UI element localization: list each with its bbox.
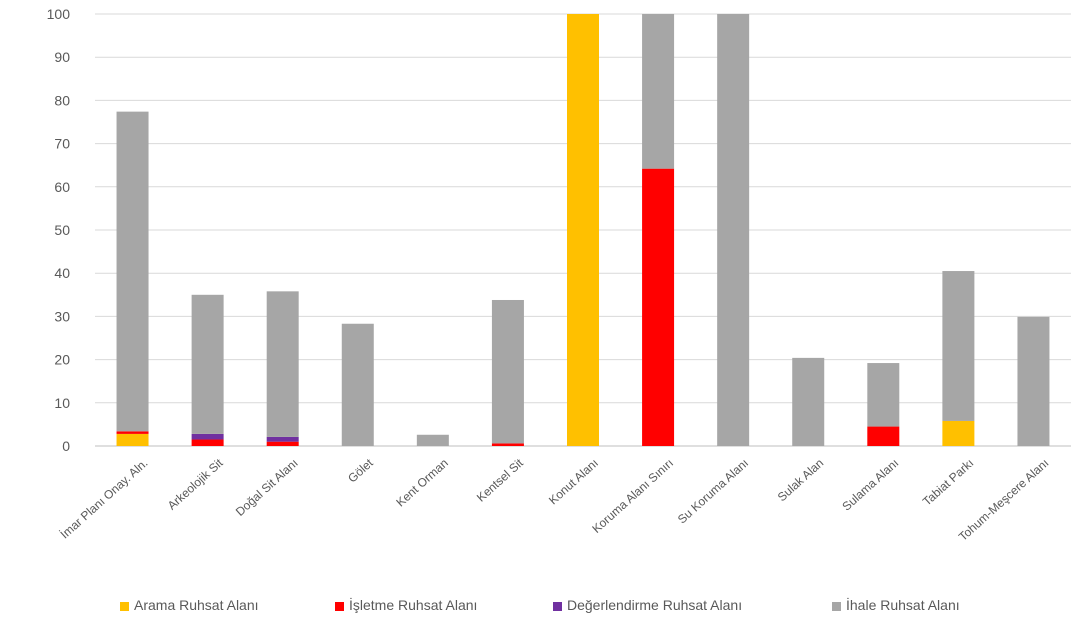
legend-swatch-isletme — [335, 602, 344, 611]
x-tick-label: Sulama Alanı — [839, 456, 901, 514]
y-axis: 0 10 20 30 40 50 60 70 80 90 100 — [47, 6, 71, 454]
legend-swatch-arama — [120, 602, 129, 611]
bar-segment — [491, 299, 524, 444]
bar-segment — [1017, 316, 1050, 446]
x-tick-label: Doğal Sit Alanı — [233, 456, 301, 519]
legend-item-isletme: İşletme Ruhsat Alanı — [335, 598, 479, 612]
bar-segment — [642, 14, 675, 169]
bar-segment — [867, 363, 900, 427]
bar-segment — [116, 431, 149, 434]
stacked-bar-chart: 0 10 20 30 40 50 60 70 80 90 100 İmar Planı Onay. … — [47, 6, 1071, 544]
y-tick-label: 20 — [54, 352, 70, 368]
x-tick-label: Kent Orman — [393, 456, 450, 510]
bar-segment — [567, 14, 599, 446]
bar-segment — [116, 433, 149, 446]
bar-segment — [416, 434, 449, 446]
legend-item-arama: Arama Ruhsat Alanı — [120, 598, 264, 612]
bar-segment — [942, 420, 975, 446]
x-axis: İmar Planı Onay. Aln. Arkeolojik Sit Doğal… — [58, 455, 1052, 544]
legend-label-ihale: İhale Ruhsat Alanı — [846, 597, 960, 613]
bar-segment — [266, 291, 299, 437]
legend-swatch-ihale — [832, 602, 841, 611]
bar-segment — [341, 323, 374, 446]
bar-segment — [491, 443, 524, 446]
bar-segment — [717, 14, 750, 446]
y-tick-label: 80 — [54, 92, 70, 108]
bar-segment — [191, 433, 224, 440]
bar-segment — [266, 436, 299, 442]
y-tick-label: 100 — [47, 6, 71, 22]
y-tick-label: 60 — [54, 179, 70, 195]
legend-label-degerlendirme: Değerlendirme Ruhsat Alanı — [567, 597, 743, 613]
legend-item-degerlendirme: Değerlendirme Ruhsat Alanı — [553, 598, 767, 612]
legend-swatch-degerlendirme — [553, 602, 562, 611]
y-tick-label: 10 — [54, 395, 70, 411]
bar-segment — [942, 271, 975, 421]
legend-label-isletme: İşletme Ruhsat Alanı — [349, 597, 478, 613]
y-tick-label: 90 — [54, 49, 70, 65]
x-tick-label: İmar Planı Onay. Aln. — [58, 456, 151, 542]
x-tick-label: Tabiat Parkı — [920, 456, 976, 509]
bars — [116, 14, 1050, 446]
legend: Arama Ruhsat Alanı İşletme Ruhsat Alanı … — [0, 598, 1083, 638]
x-tick-label: Koruma Alanı Sınırı — [589, 456, 676, 536]
bar-segment — [116, 111, 149, 432]
bar-segment — [191, 294, 224, 434]
y-tick-label: 0 — [62, 438, 70, 454]
x-tick-label: Kentsel Sit — [474, 455, 526, 504]
bar-segment — [867, 426, 900, 446]
y-tick-label: 30 — [54, 308, 70, 324]
legend-label-arama: Arama Ruhsat Alanı — [134, 597, 259, 613]
x-tick-label: Su Koruma Alanı — [675, 456, 751, 527]
bar-segment — [266, 441, 299, 446]
legend-item-ihale: İhale Ruhsat Alanı — [832, 598, 976, 612]
x-tick-label: Sulak Alan — [775, 456, 827, 504]
y-tick-label: 40 — [54, 265, 70, 281]
bar-segment — [191, 439, 224, 446]
x-tick-label: Gölet — [345, 455, 376, 485]
bar-segment — [642, 168, 675, 446]
x-tick-label: Konut Alanı — [546, 456, 601, 507]
x-tick-label: Arkeolojik Sit — [165, 455, 226, 512]
bar-segment — [792, 357, 825, 446]
y-tick-label: 70 — [54, 136, 70, 152]
y-tick-label: 50 — [54, 222, 70, 238]
